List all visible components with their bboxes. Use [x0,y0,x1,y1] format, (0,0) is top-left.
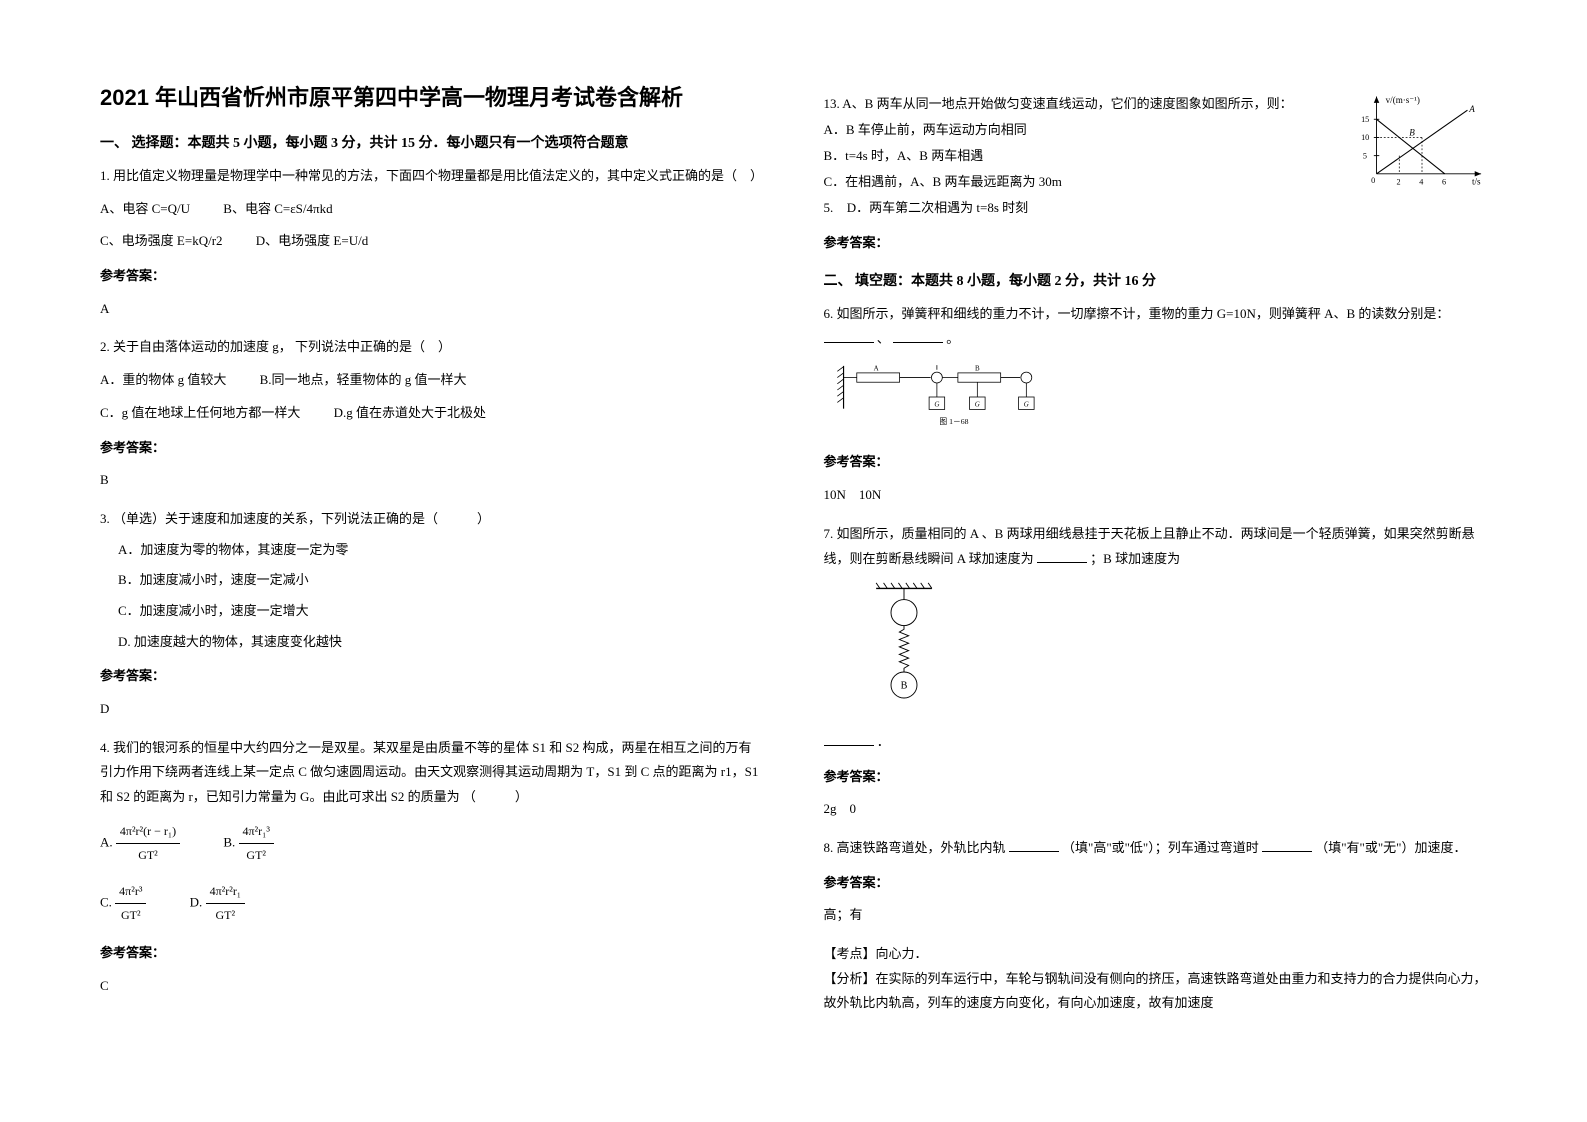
q1-optA: A、电容 C=Q/U [100,197,190,222]
svg-text:10: 10 [1361,133,1369,142]
q5-num: 5. [824,195,844,221]
blank [893,330,943,343]
q6-figure: A G B [824,362,1488,441]
svg-text:A: A [873,364,878,372]
blank [1009,839,1059,852]
q8-point: 【考点】向心力． [824,942,1488,967]
svg-text:0: 0 [1371,176,1375,185]
q8-text: 8. 高速铁路弯道处，外轨比内轨 （填"高"或"低"）；列车通过弯道时 （填"有… [824,836,1488,861]
q2-text: 2. 关于自由落体运动的加速度 g， 下列说法中正确的是（ ） [100,335,764,360]
left-column: 2021 年山西省忻州市原平第四中学高一物理月考试卷含解析 一、 选择题：本题共… [100,80,764,1028]
svg-text:2: 2 [1397,178,1401,187]
q8-analysis: 【分析】在实际的列车运行中，车轮与钢轨间没有侧向的挤压，高速铁路弯道处由重力和支… [824,967,1488,1016]
q3-text: 3. （单选）关于速度和加速度的关系，下列说法正确的是（ ） [100,507,764,532]
section1-header: 一、 选择题：本题共 5 小题，每小题 3 分，共计 15 分．每小题只有一个选… [100,132,764,152]
svg-text:G: G [1023,400,1028,408]
exam-title: 2021 年山西省忻州市原平第四中学高一物理月考试卷含解析 [100,80,764,112]
blank [824,330,874,343]
hanging-balls-icon: B [864,581,944,711]
blank [1037,550,1087,563]
q3-optA: A．加速度为零的物体，其速度一定为零 [118,538,764,563]
vt-graph-icon: v/(m·s⁻¹) t/s 5 10 15 2 4 6 A B [1357,92,1487,192]
svg-text:G: G [934,400,939,408]
q1-optD: D、电场强度 E=U/d [256,229,368,254]
q8-answer-label: 参考答案： [824,871,1488,896]
q4-text: 4. 我们的银河系的恒星中大约四分之一是双星。某双星是由质量不等的星体 S1 和… [100,736,764,810]
q4-optB: B. 4π²r₁³GT² [223,820,274,867]
q1-optC: C、电场强度 E=kQ/r2 [100,229,223,254]
svg-text:4: 4 [1419,178,1423,187]
q6-answer: 10N 10N [824,483,1488,508]
question-7: 7. 如图所示，质量相同的 A 、B 两球用细线悬挂于天花板上且静止不动．两球间… [824,522,1488,822]
question-4: 4. 我们的银河系的恒星中大约四分之一是双星。某双星是由质量不等的星体 S1 和… [100,736,764,999]
q7-figure: B [824,581,1488,720]
svg-text:t/s: t/s [1472,177,1481,187]
question-1: 1. 用比值定义物理量是物理学中一种常见的方法，下面四个物理量都是用比值法定义的… [100,164,764,321]
svg-text:15: 15 [1361,115,1369,124]
question-6: 6. 如图所示，弹簧秤和细线的重力不计，一切摩擦不计，重物的重力 G=10N，则… [824,302,1488,507]
svg-text:5: 5 [1363,151,1367,160]
q2-optA: A．重的物体 g 值较大 [100,368,226,393]
svg-text:G: G [974,400,979,408]
svg-text:图 1－68: 图 1－68 [939,417,968,426]
q7-answer-label: 参考答案： [824,765,1488,790]
q6-answer-label: 参考答案： [824,450,1488,475]
q2-optB: B.同一地点，轻重物体的 g 值一样大 [260,368,467,393]
q1-optB: B、电容 C=εS/4πkd [223,197,332,222]
right-column: v/(m·s⁻¹) t/s 5 10 15 2 4 6 A B [824,80,1488,1028]
q1-text: 1. 用比值定义物理量是物理学中一种常见的方法，下面四个物理量都是用比值法定义的… [100,164,764,189]
blank [824,733,874,746]
question-5: v/(m·s⁻¹) t/s 5 10 15 2 4 6 A B [824,92,1488,255]
svg-text:B: B [900,681,907,692]
q5-optD: D．两车第二次相遇为 t=8s 时刻 [847,200,1028,215]
q3-optD: D. 加速度越大的物体，其速度变化越快 [118,630,764,655]
q3-answer-label: 参考答案： [100,664,764,689]
q4-optD: D. 4π²r²r₁GT² [190,880,245,927]
q4-optC: C. 4π²r³GT² [100,880,146,927]
q4-optA: A. 4π²r²(r − r₁)GT² [100,820,180,867]
q1-answer-label: 参考答案： [100,264,764,289]
q1-answer: A [100,297,764,322]
q7-text: 7. 如图所示，质量相同的 A 、B 两球用细线悬挂于天花板上且静止不动．两球间… [824,522,1488,571]
svg-text:6: 6 [1442,178,1446,187]
section2-header: 二、 填空题：本题共 8 小题，每小题 2 分，共计 16 分 [824,270,1488,290]
question-2: 2. 关于自由落体运动的加速度 g， 下列说法中正确的是（ ） A．重的物体 g… [100,335,764,492]
q5-answer-label: 参考答案： [824,231,1488,256]
q2-optC: C．g 值在地球上任何地方都一样大 [100,401,300,426]
q3-optB: B．加速度减小时，速度一定减小 [118,568,764,593]
blank [1262,839,1312,852]
svg-text:A: A [1468,104,1475,114]
q2-optD: D.g 值在赤道处大于北极处 [334,401,486,426]
svg-text:B: B [1409,128,1415,138]
question-3: 3. （单选）关于速度和加速度的关系，下列说法正确的是（ ） A．加速度为零的物… [100,507,764,722]
q2-answer-label: 参考答案： [100,436,764,461]
q2-answer: B [100,468,764,493]
q7-answer: 2g 0 [824,797,1488,822]
svg-text:B: B [974,364,979,372]
q4-answer-label: 参考答案： [100,941,764,966]
question-8: 8. 高速铁路弯道处，外轨比内轨 （填"高"或"低"）；列车通过弯道时 （填"有… [824,836,1488,1016]
spring-scale-icon: A G B [824,362,1084,432]
q4-answer: C [100,974,764,999]
q6-text: 6. 如图所示，弹簧秤和细线的重力不计，一切摩擦不计，重物的重力 G=10N，则… [824,302,1488,351]
q3-optC: C．加速度减小时，速度一定增大 [118,599,764,624]
q8-answer: 高；有 [824,903,1488,928]
q3-answer: D [100,697,764,722]
svg-text:v/(m·s⁻¹): v/(m·s⁻¹) [1386,95,1420,105]
